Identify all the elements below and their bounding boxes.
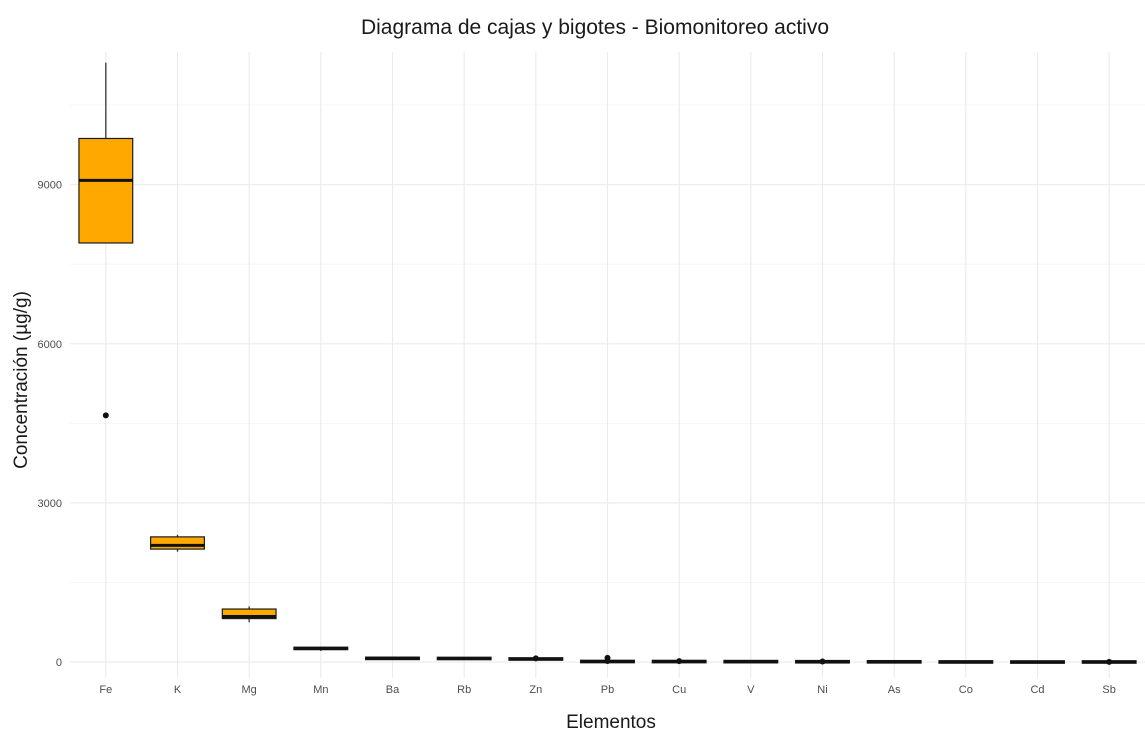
box-Cu [651,658,707,665]
x-tick-label: Ba [386,684,400,696]
x-tick-label: Sb [1102,684,1115,696]
box-iqr [221,608,277,620]
x-tick-label: K [174,684,182,696]
box-Mn [293,646,349,651]
outlier-point [532,655,539,662]
x-tick-label: Cd [1030,684,1044,696]
x-tick-label: Pb [601,684,614,696]
box-Sb [1081,658,1137,665]
y-tick-label: 6000 [38,339,62,351]
box-Ni [795,658,850,665]
box-Mg [221,606,277,623]
outlier-point [1106,658,1113,665]
y-axis-title: Concentración (µg/g) [11,291,32,469]
x-tick-label: Mn [313,684,328,696]
outlier-point [676,658,683,665]
box-iqr [78,137,134,244]
x-axis-ticks: Fe K Mg Mn Ba Rb Zn Pb Cu V Ni As Co Cd Sb [99,684,1115,696]
x-tick-label: Mg [242,684,257,696]
x-tick-label: Fe [99,684,112,696]
outlier-point [102,412,109,419]
x-tick-label: Co [959,684,973,696]
x-tick-label: Ni [817,684,827,696]
x-tick-label: Zn [529,684,542,696]
boxes [78,62,1137,665]
box-Cd [1010,660,1065,664]
x-axis-title: Elementos [566,712,656,732]
x-tick-label: Cu [672,684,686,696]
box-Fe [78,62,134,419]
box-V [723,659,779,664]
x-tick-label: V [747,684,755,696]
y-axis-ticks: 0 3000 6000 9000 [38,180,62,669]
y-tick-label: 3000 [38,498,62,510]
box-Ba [365,656,420,661]
box-iqr [150,536,205,550]
y-tick-label: 0 [56,657,62,669]
box-Co [938,660,994,664]
box-As [866,659,922,664]
outlier-point [604,658,611,665]
box-Zn [508,655,564,662]
outlier-point [819,658,826,665]
box-Rb [436,656,492,661]
chart-title: Diagrama de cajas y bigotes - Biomonitor… [361,16,829,39]
box-K [150,534,205,552]
y-tick-label: 9000 [38,180,62,192]
grid [70,52,1145,678]
x-tick-label: As [888,684,901,696]
box-Pb [580,654,635,665]
x-tick-label: Rb [457,684,471,696]
